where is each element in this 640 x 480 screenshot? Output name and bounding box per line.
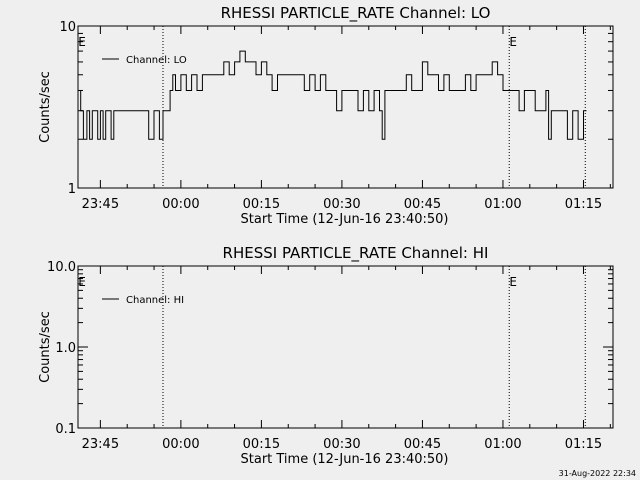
x-tick-label: 23:45	[82, 197, 119, 212]
series-line-0	[78, 50, 587, 140]
event-label: E	[78, 275, 86, 289]
x-tick-label: 01:00	[484, 437, 521, 452]
x-axis-label: Start Time (12-Jun-16 23:40:50)	[241, 452, 449, 467]
chart-panel-hi: RHESSI PARTICLE_RATE Channel: HI Start Ti…	[38, 244, 614, 467]
y-tick-label: 1.0	[55, 341, 76, 356]
plot-frame	[77, 25, 614, 189]
footer-timestamp: 31-Aug-2022 22:34	[558, 469, 636, 478]
x-tick-label: 01:00	[484, 197, 521, 212]
y-tick-label: 0.1	[55, 422, 76, 437]
x-tick-label: 01:15	[565, 197, 602, 212]
chart-title: RHESSI PARTICLE_RATE Channel: LO	[221, 4, 491, 23]
x-tick-label: 00:30	[323, 197, 360, 212]
x-tick-label: 00:15	[243, 437, 280, 452]
x-tick-label: 00:45	[404, 437, 441, 452]
chart-panel-lo: RHESSI PARTICLE_RATE Channel: LO Start Ti…	[38, 4, 614, 227]
x-tick-label: 01:15	[565, 437, 602, 452]
plot-frame	[77, 265, 614, 429]
x-tick-label: 00:15	[243, 197, 280, 212]
event-label: E	[509, 35, 517, 49]
y-axis-label: Counts/sec	[38, 311, 53, 383]
x-tick-label: 00:30	[323, 437, 360, 452]
event-label: E	[509, 275, 517, 289]
x-tick-label: 00:00	[162, 437, 199, 452]
chart-title: RHESSI PARTICLE_RATE Channel: HI	[223, 244, 489, 263]
legend-label: Channel: LO	[126, 55, 187, 66]
y-axis-label: Counts/sec	[38, 71, 53, 143]
legend-label: Channel: HI	[126, 295, 184, 306]
x-axis-label: Start Time (12-Jun-16 23:40:50)	[241, 212, 449, 227]
y-tick-label: 10	[59, 20, 76, 35]
x-tick-label: 00:45	[404, 197, 441, 212]
x-tick-label: 23:45	[82, 437, 119, 452]
y-tick-label: 1	[68, 182, 76, 197]
y-tick-label: 10.0	[47, 260, 76, 275]
x-tick-label: 00:00	[162, 197, 199, 212]
event-label: E	[78, 35, 86, 49]
